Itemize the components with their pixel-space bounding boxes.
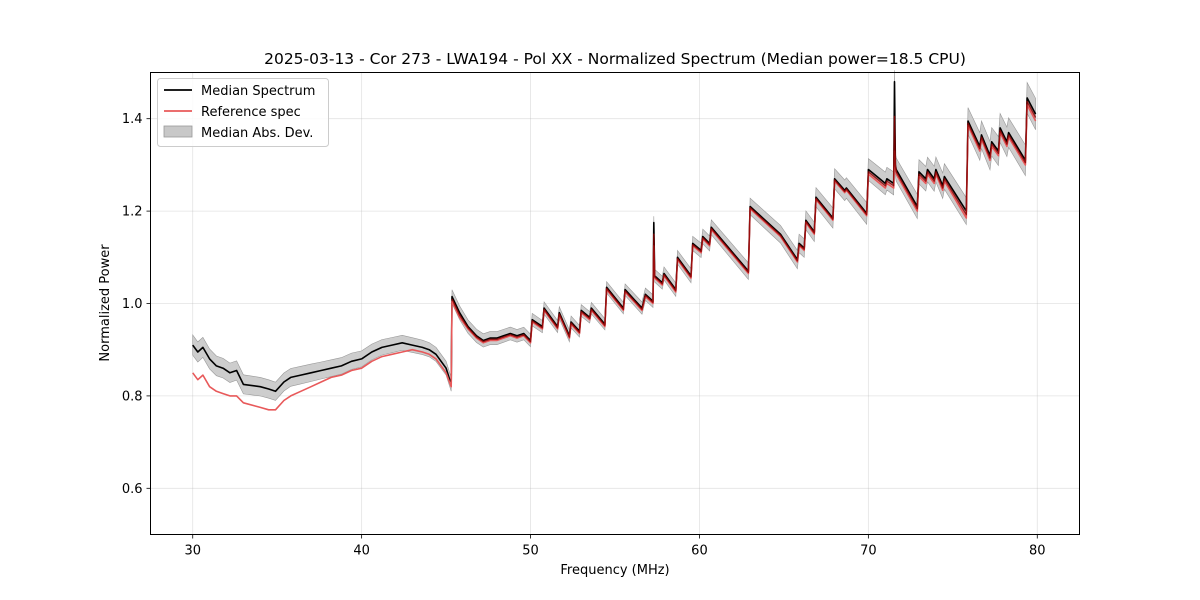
y-tick-label: 1.4 xyxy=(122,112,143,127)
chart-title: 2025-03-13 - Cor 273 - LWA194 - Pol XX -… xyxy=(264,50,966,68)
y-axis-label: Normalized Power xyxy=(98,244,113,362)
x-axis: 30 40 50 60 70 80 xyxy=(184,534,1046,559)
y-tick-label: 0.6 xyxy=(122,482,143,497)
legend-median-label: Median Spectrum xyxy=(201,84,315,99)
legend-band-swatch xyxy=(163,125,193,138)
legend-band-label: Median Abs. Dev. xyxy=(201,126,313,141)
y-tick-label: 1.0 xyxy=(122,297,143,312)
mad-band xyxy=(192,70,1036,401)
legend: Median Spectrum Reference spec Median Ab… xyxy=(157,78,329,147)
y-tick-label: 1.2 xyxy=(122,205,143,220)
median-spectrum-line xyxy=(192,80,1037,393)
y-axis: 0.6 0.8 1.0 1.2 1.4 xyxy=(122,112,151,497)
overlap-line xyxy=(451,100,1037,343)
x-tick-label: 30 xyxy=(184,544,201,559)
x-axis-label: Frequency (MHz) xyxy=(560,563,669,578)
x-tick-label: 50 xyxy=(522,544,539,559)
x-tick-label: 80 xyxy=(1029,544,1046,559)
legend-reference-label: Reference spec xyxy=(201,105,301,120)
plot-data xyxy=(192,70,1037,411)
x-tick-label: 40 xyxy=(353,544,370,559)
x-tick-label: 60 xyxy=(691,544,708,559)
legend-box xyxy=(157,78,329,147)
x-tick-label: 70 xyxy=(860,544,877,559)
y-tick-label: 0.8 xyxy=(122,389,143,404)
